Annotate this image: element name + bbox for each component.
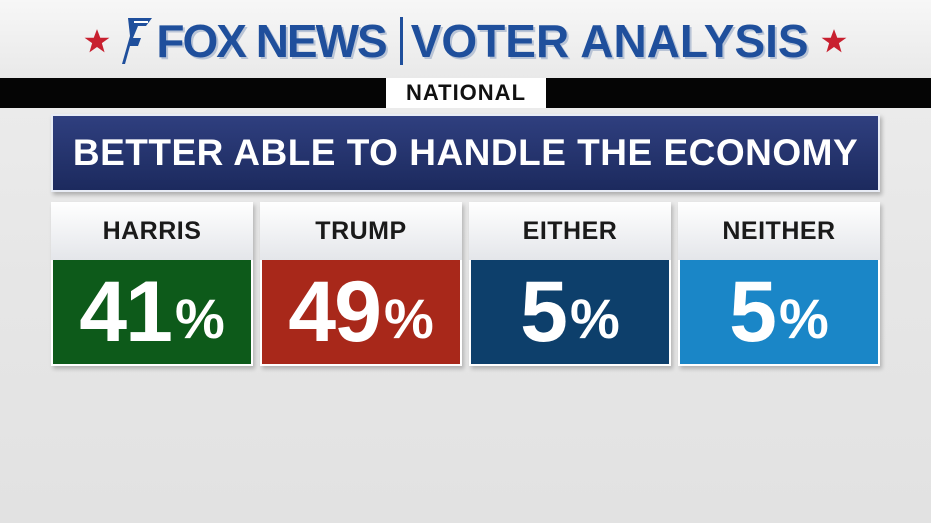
value-label: 49 bbox=[288, 264, 382, 360]
value-label: 5 bbox=[520, 264, 568, 360]
result-cards: HARRIS 41% TRUMP 49% EITHER 5% NEITHER 5… bbox=[51, 202, 882, 367]
value-box: 5% bbox=[469, 260, 671, 366]
category-label: NEITHER bbox=[678, 202, 880, 260]
value-label: 41 bbox=[79, 264, 173, 360]
category-label: TRUMP bbox=[260, 202, 462, 260]
brand-banner: FOX NEWS VOTER ANALYSIS bbox=[0, 10, 931, 72]
result-card-harris: HARRIS 41% bbox=[51, 202, 253, 366]
region-band: NATIONAL bbox=[0, 78, 931, 108]
logo-divider bbox=[399, 17, 403, 65]
region-label: NATIONAL bbox=[386, 78, 546, 108]
result-card-either: EITHER 5% bbox=[469, 202, 671, 366]
unit-label: % bbox=[570, 287, 620, 350]
result-card-trump: TRUMP 49% bbox=[260, 202, 462, 366]
result-card-neither: NEITHER 5% bbox=[678, 202, 880, 366]
header: FOX NEWS VOTER ANALYSIS bbox=[0, 0, 931, 78]
unit-label: % bbox=[174, 287, 225, 350]
star-icon bbox=[821, 29, 847, 53]
value-box: 41% bbox=[51, 260, 253, 366]
star-icon bbox=[84, 29, 110, 53]
value-label: 5 bbox=[729, 264, 777, 360]
value-box: 49% bbox=[260, 260, 462, 366]
question-title-bar: BETTER ABLE TO HANDLE THE ECONOMY bbox=[51, 114, 880, 192]
category-label: EITHER bbox=[469, 202, 671, 260]
unit-label: % bbox=[383, 287, 434, 350]
voter-analysis-title: VOTER ANALYSIS bbox=[410, 15, 809, 67]
category-label: HARRIS bbox=[51, 202, 253, 260]
unit-label: % bbox=[779, 287, 829, 350]
value-box: 5% bbox=[678, 260, 880, 366]
fox-flag-logo-icon bbox=[122, 18, 153, 64]
fox-news-logo: FOX NEWS bbox=[156, 15, 387, 67]
chart-title: BETTER ABLE TO HANDLE THE ECONOMY bbox=[72, 132, 859, 173]
